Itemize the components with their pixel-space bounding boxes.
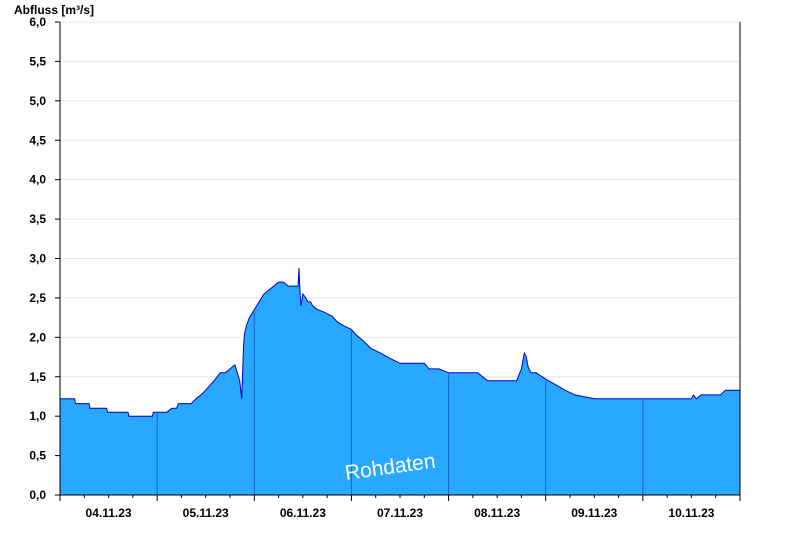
y-tick-label: 5,0 (29, 94, 46, 108)
y-ticks: 0,0 0,5 1,0 1,5 2,0 2,5 3,0 3,5 4,0 4,5 5,0 5,5 6,0 (29, 15, 60, 502)
y-tick-label: 3,0 (29, 252, 46, 266)
y-tick-label: 4,5 (29, 133, 46, 147)
y-tick-label: 6,0 (29, 15, 46, 29)
y-tick-label: 1,0 (29, 409, 46, 423)
x-tick-label: 06.11.23 (280, 506, 326, 520)
x-tick-label: 07.11.23 (377, 506, 423, 520)
y-tick-label: 1,5 (29, 370, 46, 384)
x-tick-label: 04.11.23 (86, 506, 132, 520)
x-ticks: 04.11.23 05.11.23 06.11.23 07.11.23 08.11.23… (59, 495, 741, 520)
y-tick-label: 0,5 (29, 449, 46, 463)
y-tick-label: 2,0 (29, 330, 46, 344)
y-tick-label: 0,0 (29, 488, 46, 502)
series-area (60, 268, 740, 495)
x-tick-label: 09.11.23 (571, 506, 617, 520)
series-line (60, 267, 740, 417)
x-tick-label: 10.11.23 (668, 506, 714, 520)
data-area (60, 267, 740, 495)
y-tick-label: 4,0 (29, 173, 46, 187)
y-tick-label: 2,5 (29, 291, 46, 305)
y-tick-label: 5,5 (29, 54, 46, 68)
x-tick-label: 08.11.23 (474, 506, 520, 520)
day-boundary-lines (156, 309, 644, 495)
x-tick-label: 05.11.23 (183, 506, 229, 520)
y-tick-label: 3,5 (29, 212, 46, 226)
y-axis-label: Abfluss [m³/s] (14, 3, 94, 17)
